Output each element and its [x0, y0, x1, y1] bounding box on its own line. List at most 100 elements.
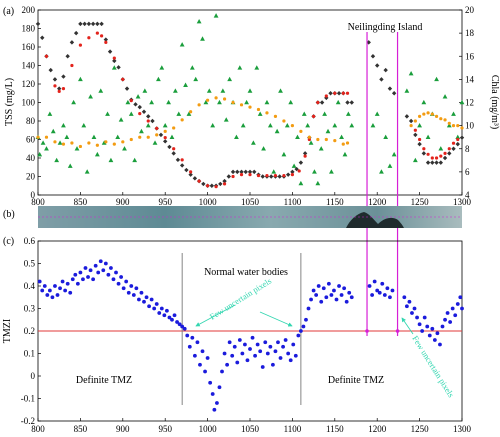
- tmzi-point: [164, 308, 169, 313]
- tmzi-point: [159, 306, 164, 311]
- chla-fit-point: [265, 111, 269, 115]
- tss-fit-point: [307, 137, 311, 142]
- tmzi-point: [152, 306, 157, 311]
- tmzi-point: [291, 342, 296, 347]
- chla-point: [455, 134, 461, 139]
- chla-point: [288, 99, 294, 105]
- tss-fit-point: [248, 173, 252, 177]
- a-right-tick-label: 20: [465, 5, 475, 15]
- tss-point: [328, 91, 333, 96]
- tmzi-point: [258, 349, 263, 354]
- tmzi-point: [73, 272, 78, 277]
- chla-point: [210, 123, 216, 128]
- chla-fit-point: [146, 135, 150, 139]
- chla-point: [118, 117, 124, 122]
- chla-fit-point: [138, 135, 142, 139]
- tss-point: [171, 151, 176, 156]
- panel-c: (c) TMZI Definite TMZ Normal water bodie…: [2, 236, 472, 434]
- tmzi-point: [375, 288, 380, 293]
- chla-point: [404, 88, 410, 93]
- a-right-tick-label: 8: [465, 144, 470, 154]
- chla-fit-point: [434, 114, 439, 118]
- tmzi-point: [83, 266, 88, 270]
- chla-point: [271, 169, 277, 174]
- c-y-tick-label: -0.2: [21, 416, 35, 426]
- chla-point: [339, 134, 344, 139]
- uncertain-label-2: Few uncertain pixels: [410, 334, 456, 399]
- a-x-tick-label: 1150: [326, 197, 344, 207]
- tmzi-point: [106, 272, 111, 277]
- tmzi-point: [432, 338, 437, 342]
- chla-point: [88, 94, 93, 99]
- chla-fit-point: [70, 141, 74, 145]
- chla-point: [61, 123, 66, 128]
- chla-fit-point: [197, 103, 201, 107]
- tmzi-point: [109, 266, 113, 270]
- tss-point: [35, 21, 41, 27]
- tss-fit-point: [239, 173, 244, 177]
- c-y-tick-label: 0.5: [24, 259, 36, 269]
- tss-point: [90, 21, 96, 27]
- tmzi-point: [177, 322, 182, 327]
- tmzi-point: [134, 286, 139, 291]
- a-x-tick-label: 1250: [411, 197, 430, 207]
- tss-point: [112, 58, 117, 64]
- tss-point: [319, 100, 325, 105]
- region-label-middle: Normal water bodies: [204, 267, 288, 278]
- a-left-tick-label: 80: [26, 116, 36, 126]
- tss-point: [99, 21, 104, 27]
- tmzi-point: [367, 284, 372, 288]
- tss-fit-point: [146, 119, 150, 123]
- tss-point: [192, 176, 198, 181]
- tmzi-point: [326, 281, 331, 286]
- tmzi-point: [296, 333, 301, 338]
- uncertain-pixel-arrow: [259, 311, 293, 327]
- a-x-tick-label: 900: [116, 197, 130, 207]
- tmzi-point: [245, 358, 250, 363]
- chla-point: [459, 99, 465, 105]
- tmzi-point: [425, 324, 430, 329]
- chla-fit-point: [299, 129, 303, 134]
- tss-point: [184, 167, 189, 173]
- tss-point: [107, 49, 113, 54]
- tss-fit-point: [426, 152, 430, 156]
- tss-fit-point: [87, 36, 91, 40]
- a-x-tick-label: 1100: [284, 197, 302, 207]
- chla-fit-point: [231, 100, 235, 105]
- tss-point: [434, 160, 439, 165]
- a-left-tick-label: 160: [22, 42, 36, 52]
- chla-point: [145, 123, 151, 128]
- a-right-tick-label: 18: [465, 28, 475, 38]
- chla-point: [217, 99, 222, 105]
- tmzi-point: [210, 392, 215, 396]
- chla-fit-point: [121, 140, 125, 144]
- tss-point: [298, 160, 304, 165]
- tmzi-point: [276, 340, 280, 345]
- chla-point: [305, 123, 311, 128]
- tss-fit-point: [282, 173, 286, 178]
- chla-point: [417, 123, 422, 128]
- chla-point: [342, 151, 348, 157]
- chla-point: [101, 140, 107, 145]
- tmzi-point: [182, 326, 187, 331]
- chla-fit-point: [443, 118, 447, 122]
- chla-point: [40, 140, 46, 145]
- chla-point: [196, 18, 202, 24]
- chla-fit-point: [44, 135, 49, 139]
- c-x-tick-label: 950: [158, 424, 172, 434]
- tmzi-point: [75, 281, 80, 286]
- tmzi-point: [314, 293, 319, 297]
- tmzi-point: [235, 360, 240, 365]
- c-y-tick-label: 0.2: [24, 326, 35, 336]
- tmzi-point: [265, 351, 270, 356]
- tmzi-point: [215, 401, 219, 405]
- tmzi-point: [410, 311, 414, 315]
- tmzi-point: [101, 268, 106, 273]
- tmzi-point: [227, 340, 232, 345]
- c-x-tick-label: 1250: [411, 424, 430, 434]
- tmzi-point: [372, 279, 377, 284]
- chla-point: [244, 99, 250, 105]
- tss-point: [302, 151, 308, 156]
- tmzi-point: [347, 290, 352, 295]
- tss-point: [175, 157, 181, 163]
